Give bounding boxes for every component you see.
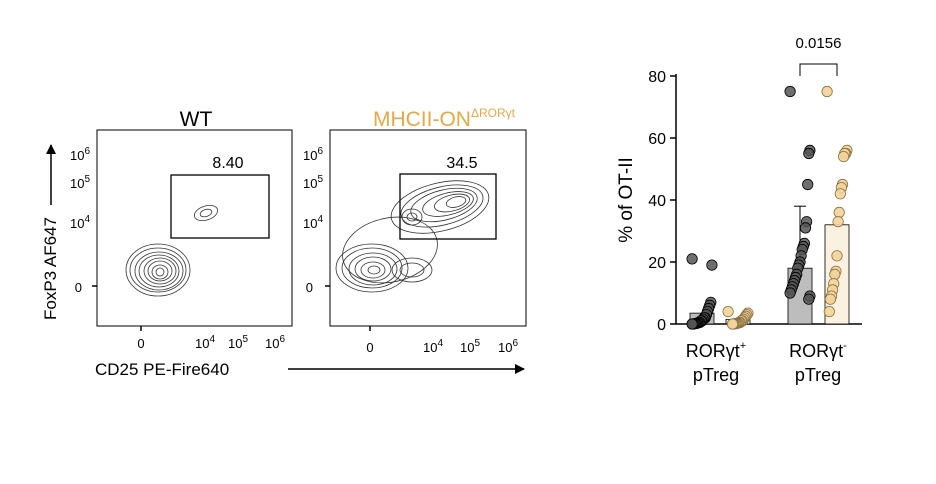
gate-value-wt: 8.40	[212, 155, 243, 172]
data-point	[784, 85, 796, 98]
x-tick-label: 106	[498, 338, 518, 355]
flow-panel-mhcii: MHCII-ONΔRORγt 34.5 106 105 104	[303, 106, 527, 355]
data-point	[834, 188, 846, 200]
data-point	[831, 250, 843, 262]
y-tick-label: 104	[70, 214, 90, 231]
gate-wt	[170, 174, 270, 239]
p-value-label: 0.0156	[796, 35, 842, 52]
y-tick-label: 105	[303, 174, 323, 191]
bar-categories: RORγt+ pTreg RORγt- pTreg	[686, 340, 847, 385]
plot-frame-mhcii	[329, 129, 527, 327]
x-tick-label: 106	[265, 334, 285, 351]
y-tick-label: 106	[303, 146, 323, 163]
y-tick-label: 104	[303, 214, 323, 231]
category-label-line2: pTreg	[693, 365, 739, 385]
x-tick-label: 0	[137, 336, 144, 351]
y-ticks-mhcii: 106 105 104 0	[303, 146, 330, 295]
data-point	[686, 318, 698, 330]
bar-y-axis: 0 20 40 60 80	[648, 69, 862, 334]
y-tick-label: 60	[648, 131, 666, 148]
flow-x-label: CD25 PE-Fire640	[95, 360, 229, 379]
y-tick-label: 80	[648, 69, 666, 86]
data-point	[803, 293, 815, 305]
y-tick-label: 0	[657, 317, 666, 334]
flow-x-axis-title: CD25 PE-Fire640	[95, 360, 525, 379]
x-tick-label: 0	[366, 340, 373, 355]
y-ticks-wt: 106 105 104 0	[70, 146, 97, 295]
gate-mhcii	[399, 173, 497, 240]
bar-points	[686, 85, 853, 330]
x-tick-label: 104	[195, 334, 215, 351]
data-point	[706, 259, 718, 271]
data-point	[824, 293, 837, 305]
category-label: RORγt-	[789, 340, 847, 361]
flow-panel-wt: WT 8.40 106 105 104 0 0 104	[70, 108, 293, 351]
y-tick-label: 40	[648, 193, 666, 210]
bar-y-axis-label: % of OT-II	[616, 157, 637, 243]
data-point	[686, 253, 698, 265]
category-label-line2: pTreg	[795, 365, 841, 385]
y-tick-label: 0	[75, 280, 82, 295]
x-ticks-wt: 0 104 105 106	[137, 326, 285, 351]
bar-chart: 0 20 40 60 80 % of OT-II RORγt+ pTreg RORγt-…	[616, 35, 862, 385]
bracket-line	[799, 63, 838, 76]
x-tick-label: 105	[228, 334, 248, 351]
x-tick-label: 104	[423, 338, 443, 355]
contours-mhcii	[335, 180, 490, 293]
y-tick-label: 0	[306, 280, 313, 295]
panel-title-mhcii: MHCII-ONΔRORγt	[373, 106, 516, 131]
x-tick-label: 105	[460, 338, 480, 355]
y-tick-label: 106	[70, 146, 90, 163]
contours-wt	[125, 204, 219, 297]
y-tick-label: 105	[70, 174, 90, 191]
data-point	[833, 206, 845, 218]
flow-y-axis-title: FoxP3 AF647	[41, 144, 60, 320]
plot-frame-wt	[96, 129, 293, 327]
data-point	[821, 85, 833, 98]
category-label: RORγt+	[686, 340, 746, 361]
data-point	[837, 151, 850, 163]
data-point	[799, 222, 812, 234]
data-point	[802, 178, 814, 191]
data-point	[832, 216, 844, 228]
x-ticks-mhcii: 0 104 105 106	[366, 326, 518, 355]
y-tick-label: 20	[648, 255, 666, 272]
data-point	[829, 268, 841, 280]
data-point	[803, 147, 815, 160]
data-point	[722, 305, 734, 318]
data-point	[823, 305, 835, 318]
data-point	[726, 318, 739, 330]
panel-title-wt: WT	[180, 108, 213, 131]
flow-y-label: FoxP3 AF647	[41, 217, 60, 320]
comparison-bracket: 0.0156	[796, 35, 842, 76]
gate-value-mhcii: 34.5	[446, 155, 477, 172]
data-point	[784, 287, 796, 299]
